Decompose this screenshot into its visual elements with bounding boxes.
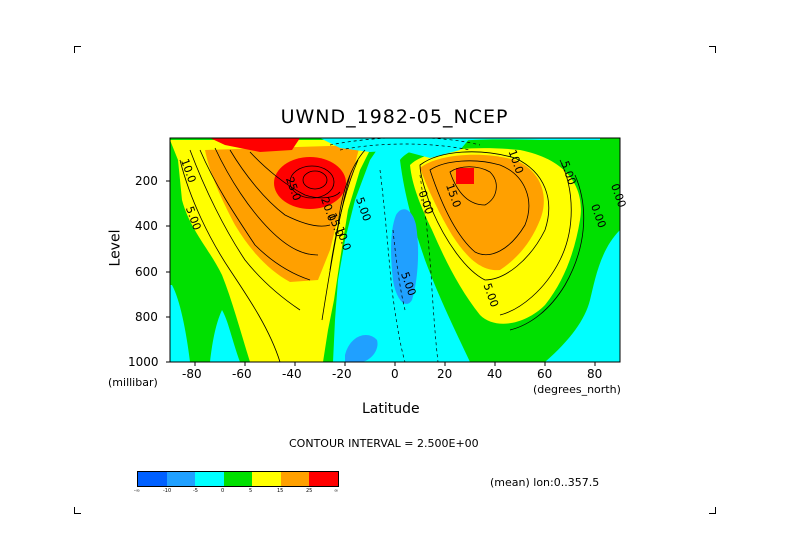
x-tick-label: -20 bbox=[332, 367, 352, 381]
colorbar-label: -∞ bbox=[134, 488, 140, 494]
y-tick-label: 200 bbox=[135, 174, 158, 188]
crop-mark-top-right bbox=[709, 46, 716, 53]
x-tick-label: 80 bbox=[587, 367, 603, 381]
colorbar-label: ∞ bbox=[334, 488, 339, 494]
colorbar-swatch bbox=[195, 472, 224, 486]
y-tick-label: 800 bbox=[135, 310, 158, 324]
x-tick-label: -80 bbox=[182, 367, 202, 381]
colorbar-label: 0 bbox=[221, 488, 225, 494]
y-tick-label: 400 bbox=[135, 219, 158, 233]
colorbar-label: 25 bbox=[306, 488, 313, 494]
colorbar-swatch bbox=[138, 472, 167, 486]
colorbar-swatch bbox=[280, 472, 310, 486]
colorbar-label: 15 bbox=[277, 488, 284, 494]
crop-mark-bottom-left bbox=[74, 507, 81, 514]
x-tick-label: 60 bbox=[537, 367, 553, 381]
crop-mark-bottom-right bbox=[709, 507, 716, 514]
mean-lon-text: (mean) lon:0..357.5 bbox=[490, 476, 600, 489]
contour-fill-layer bbox=[170, 138, 620, 362]
x-axis-label: Latitude bbox=[362, 401, 420, 417]
x-tick-label: 0 bbox=[391, 367, 399, 381]
x-tick-label: 20 bbox=[437, 367, 453, 381]
x-axis-unit: (degrees_north) bbox=[533, 383, 621, 396]
colorbar-swatch bbox=[223, 472, 253, 486]
x-tick-label: -40 bbox=[282, 367, 302, 381]
colorbar-swatch bbox=[309, 472, 339, 486]
y-axis-unit: (millibar) bbox=[108, 376, 158, 389]
x-tick-label: 40 bbox=[487, 367, 503, 381]
colorbar-label: -5 bbox=[193, 488, 198, 494]
x-tick-label: -60 bbox=[232, 367, 252, 381]
colorbar-label: 5 bbox=[249, 488, 253, 494]
contour-interval-text: CONTOUR INTERVAL = 2.500E+00 bbox=[289, 437, 479, 450]
crop-mark-top-left bbox=[74, 46, 81, 53]
axis-ticks bbox=[166, 180, 596, 366]
y-axis-label: Level bbox=[107, 229, 124, 267]
colorbar-swatch bbox=[166, 472, 196, 486]
chart-title: UWND_1982-05_NCEP bbox=[280, 106, 509, 128]
colorbar-label: -10 bbox=[163, 488, 172, 494]
y-tick-label: 1000 bbox=[128, 355, 159, 369]
colorbar bbox=[137, 471, 339, 487]
y-tick-label: 600 bbox=[135, 265, 158, 279]
colorbar-swatch bbox=[252, 472, 281, 486]
